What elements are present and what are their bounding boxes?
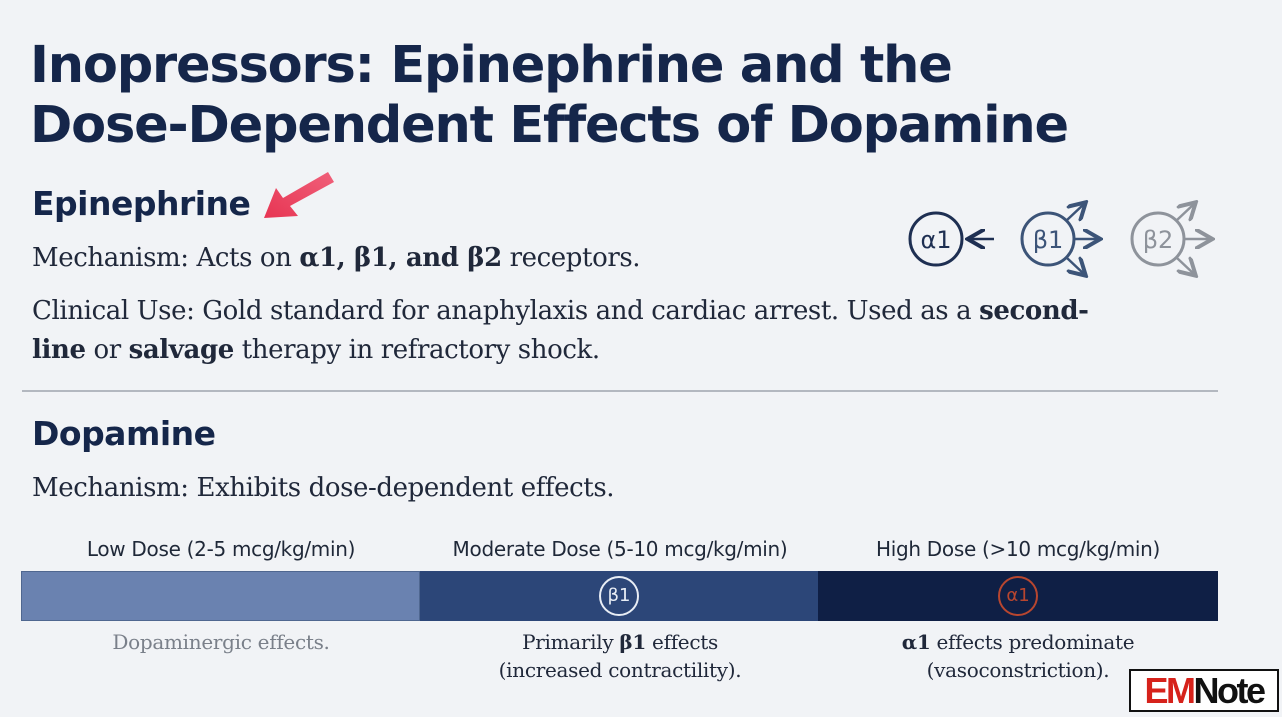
alpha1-band-icon: α1 bbox=[998, 576, 1038, 616]
low-dose-effect-line1: Dopaminergic effects. bbox=[112, 630, 330, 654]
clinical-mid: or bbox=[85, 335, 129, 365]
beta1-receptor-icon: β1 bbox=[1020, 204, 1098, 274]
epinephrine-heading: Epinephrine bbox=[32, 184, 251, 223]
clinical-second-line: second-line bbox=[32, 296, 1089, 365]
title-line-2: Dose-Dependent Effects of Dopamine bbox=[30, 96, 1069, 155]
alpha1-receptor-label: α1 bbox=[920, 226, 951, 254]
mechanism-suffix: receptors. bbox=[501, 243, 641, 273]
clinical-suffix: therapy in refractory shock. bbox=[233, 335, 600, 365]
mechanism-prefix: Mechanism: Acts on bbox=[32, 243, 300, 273]
beta2-receptor-icon: β2 bbox=[1130, 204, 1210, 274]
moderate-effect-prefix: Primarily bbox=[522, 630, 620, 654]
dopamine-heading: Dopamine bbox=[32, 414, 216, 453]
logo-note: Note bbox=[1193, 670, 1267, 711]
page-title: Inopressors: Epinephrine and the Dose-De… bbox=[30, 36, 1130, 156]
moderate-effect-suffix: effects bbox=[646, 630, 718, 654]
epinephrine-clinical-use: Clinical Use: Gold standard for anaphyla… bbox=[32, 292, 1092, 370]
section-divider bbox=[22, 390, 1218, 392]
moderate-effect-bold: β1 bbox=[619, 630, 646, 654]
clinical-salvage: salvage bbox=[128, 335, 235, 365]
moderate-dose-effect: Primarily β1 effects (increased contract… bbox=[420, 628, 820, 684]
logo-em: EM bbox=[1144, 670, 1197, 711]
moderate-dose-effect-line2: (increased contractility). bbox=[498, 658, 742, 682]
receptor-diagram: α1 β1 β2 bbox=[908, 196, 1220, 282]
beta2-receptor-label: β2 bbox=[1143, 226, 1174, 254]
high-dose-effect: α1 effects predominate (vasoconstriction… bbox=[818, 628, 1218, 684]
moderate-dose-label: Moderate Dose (5-10 mcg/kg/min) bbox=[452, 537, 788, 561]
pointer-arrow-icon bbox=[264, 172, 334, 218]
beta1-receptor-label: β1 bbox=[1033, 226, 1064, 254]
title-line-1: Inopressors: Epinephrine and the bbox=[30, 36, 953, 95]
alpha1-receptor-icon: α1 bbox=[908, 211, 994, 267]
high-dose-effect-line1: α1 effects predominate bbox=[818, 628, 1218, 656]
beta1-band-icon: β1 bbox=[599, 576, 639, 616]
epinephrine-mechanism: Mechanism: Acts on α1, β1, and β2 recept… bbox=[32, 239, 641, 278]
moderate-dose-effect-line1: Primarily β1 effects bbox=[420, 628, 820, 656]
mechanism-receptors: α1, β1, and β2 bbox=[299, 243, 502, 273]
low-dose-label: Low Dose (2-5 mcg/kg/min) bbox=[86, 537, 356, 561]
emnote-logo: EMNote bbox=[1129, 669, 1279, 712]
clinical-prefix: Clinical Use: Gold standard for anaphyla… bbox=[32, 296, 980, 326]
high-effect-suffix: effects predominate bbox=[930, 630, 1135, 654]
low-dose-band bbox=[21, 571, 420, 621]
high-effect-bold: α1 bbox=[901, 630, 931, 654]
high-dose-label: High Dose (>10 mcg/kg/min) bbox=[875, 537, 1161, 561]
high-dose-effect-line2: (vasoconstriction). bbox=[926, 658, 1110, 682]
low-dose-effect: Dopaminergic effects. bbox=[21, 628, 421, 656]
dopamine-mechanism: Mechanism: Exhibits dose-dependent effec… bbox=[32, 473, 615, 503]
